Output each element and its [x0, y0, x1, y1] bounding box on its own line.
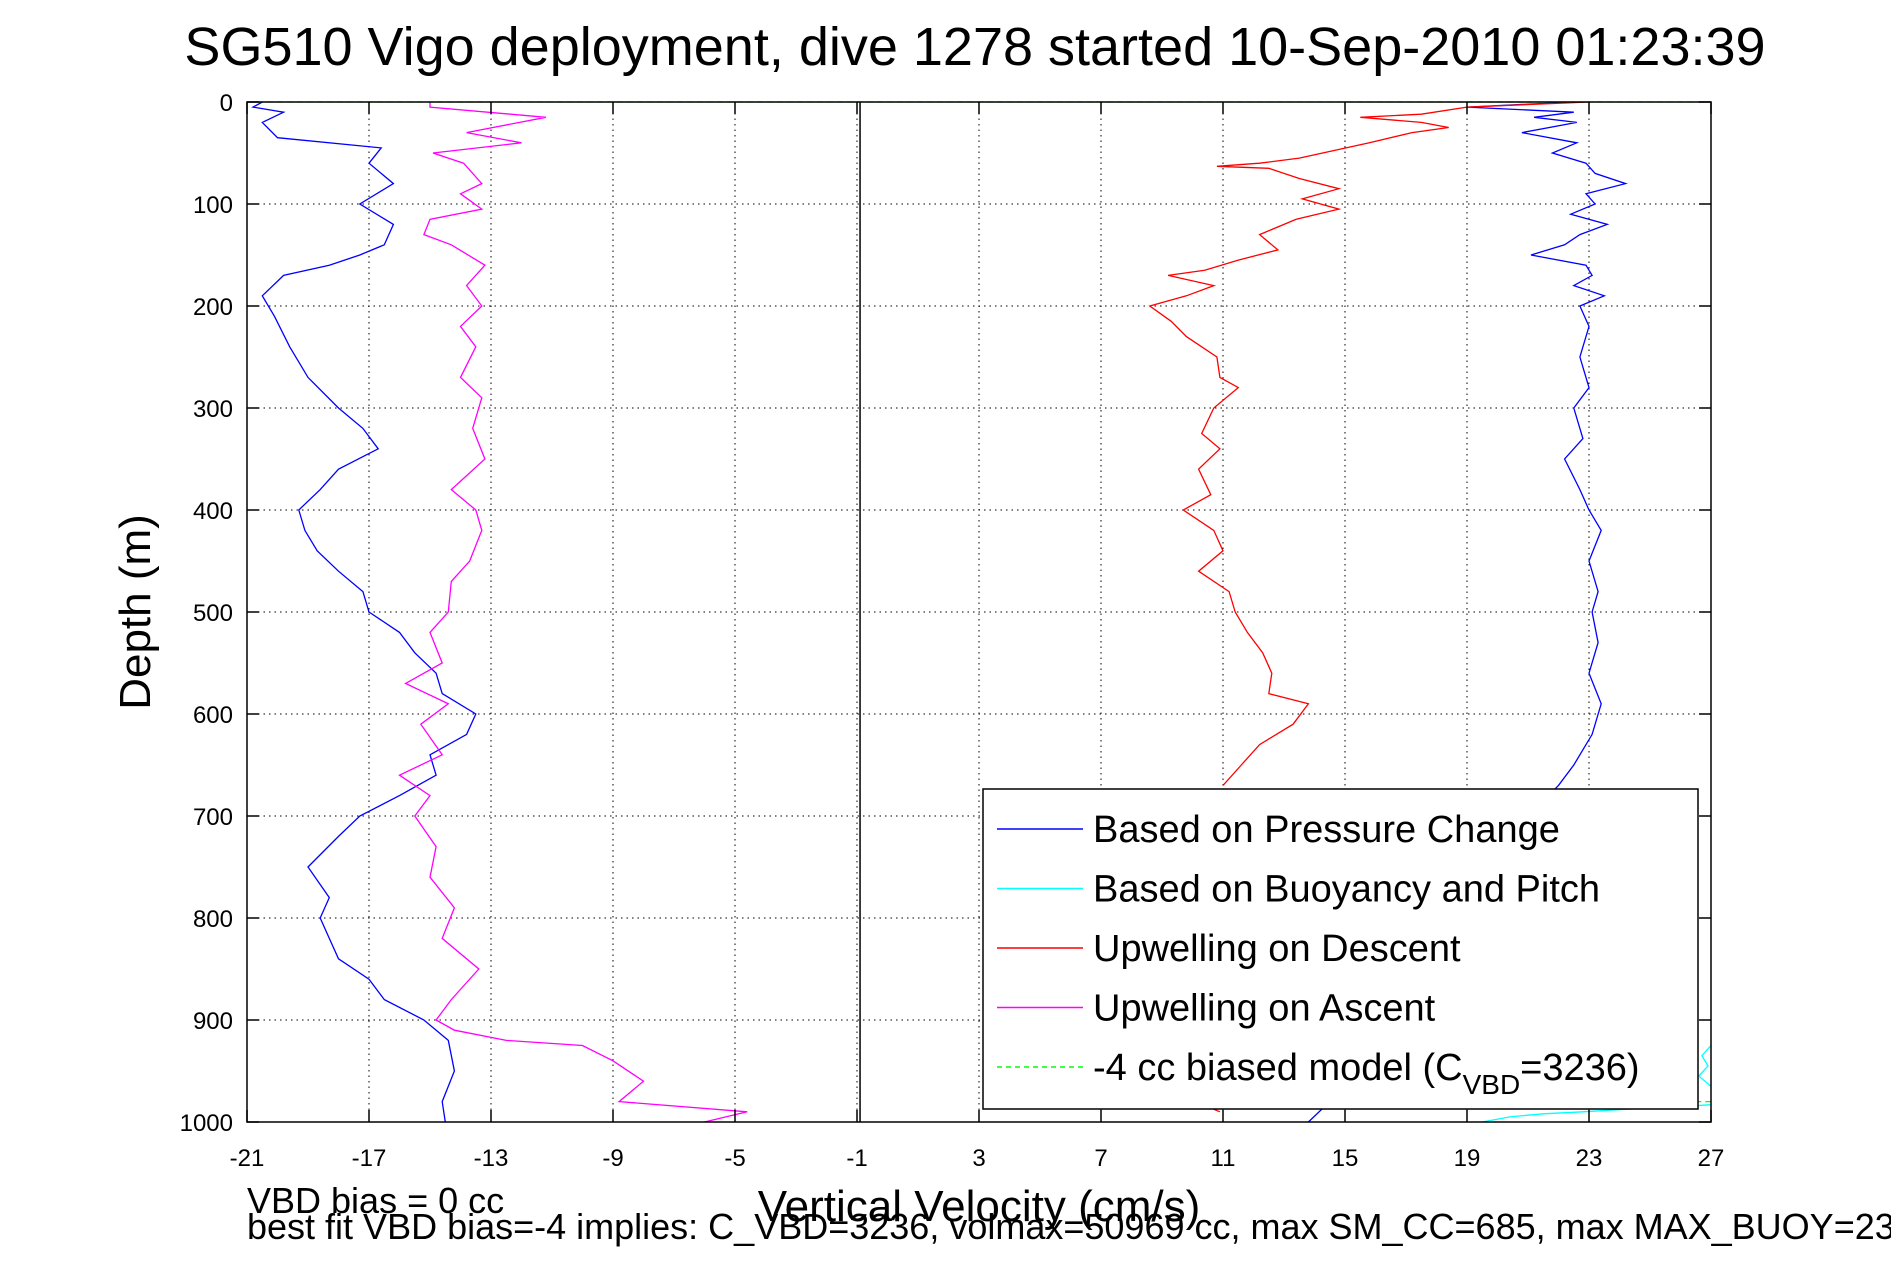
y-tick-label: 600: [193, 702, 233, 729]
x-tick-label: 19: [1454, 1145, 1481, 1172]
best-fit-note: best fit VBD bias=-4 implies: C_VBD=3236…: [247, 1206, 1891, 1247]
series-based-on-buoyancy-and-pitch-right-edge: [1697, 1045, 1712, 1087]
legend: Based on Pressure Change Based on Buoyanc…: [982, 788, 1699, 1110]
legend-entry: Upwelling on Ascent: [1093, 988, 1436, 1030]
legend-entry: Upwelling on Descent: [1093, 928, 1461, 970]
series-upwelling-on-ascent-ascent: [398, 102, 748, 1123]
y-axis-label: Depth (m): [111, 514, 160, 710]
x-tick-label: 7: [1094, 1145, 1107, 1172]
series-based-on-pressure-change-descent-side: [1307, 101, 1628, 1123]
y-tick-label: 300: [193, 396, 233, 423]
x-tick-label: 11: [1211, 1145, 1236, 1172]
grid-lines: [247, 102, 1711, 1122]
legend-entry: Based on Pressure Change: [1093, 809, 1560, 851]
legend-entry: Based on Buoyancy and Pitch: [1093, 869, 1600, 911]
y-tick-label: 200: [193, 294, 233, 321]
y-tick-label: 400: [193, 498, 233, 525]
x-tick-label: 15: [1332, 1145, 1359, 1172]
x-tick-label: -9: [602, 1145, 623, 1172]
x-tick-label: -21: [230, 1145, 265, 1172]
y-tick-label: 900: [193, 1008, 233, 1035]
y-tick-label: 100: [193, 192, 233, 219]
chart-title: SG510 Vigo deployment, dive 1278 started…: [184, 17, 1765, 77]
axis-ticks: -21 -17 -13 -9 -5 -1 3 7 11 15 19 23 270100200300400…: [180, 90, 1725, 1172]
x-tick-label: -1: [846, 1145, 867, 1172]
vbd-bias-note: VBD bias = 0 cc: [247, 1180, 505, 1221]
legend-box: [982, 788, 1699, 1110]
y-tick-label: 0: [220, 90, 233, 117]
y-tick-label: 500: [193, 600, 233, 627]
x-tick-label: -5: [724, 1145, 745, 1172]
x-tick-label: 27: [1698, 1145, 1725, 1172]
x-tick-label: 3: [972, 1145, 985, 1172]
y-tick-label: 700: [193, 804, 233, 831]
x-axis-label: Vertical Velocity (cm/s): [758, 1182, 1201, 1231]
x-tick-label: -17: [352, 1145, 387, 1172]
y-tick-label: 1000: [180, 1110, 233, 1137]
x-tick-label: -13: [474, 1145, 509, 1172]
series-upwelling-on-descent-descent: [1148, 101, 1590, 786]
series-based-on-pressure-change-ascent-side: [251, 101, 477, 1123]
y-tick-label: 800: [193, 906, 233, 933]
x-tick-label: 23: [1576, 1145, 1603, 1172]
